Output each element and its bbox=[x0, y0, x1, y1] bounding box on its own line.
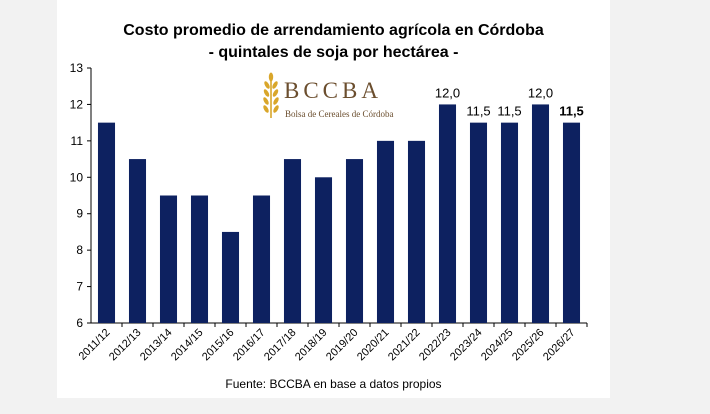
logo-wordmark: BCCBA bbox=[284, 78, 382, 103]
data-label: 11,5 bbox=[466, 104, 490, 119]
wheat-icon bbox=[263, 72, 279, 118]
x-tick-label: 2015/16 bbox=[200, 327, 237, 364]
y-tick-label: 8 bbox=[76, 243, 83, 257]
x-tick-label: 2013/14 bbox=[138, 327, 175, 364]
bar bbox=[469, 122, 488, 324]
y-tick-label: 12 bbox=[70, 97, 84, 111]
data-label: 12,0 bbox=[528, 85, 553, 100]
x-tick-label: 2019/20 bbox=[324, 327, 361, 364]
bar bbox=[283, 159, 302, 323]
bar bbox=[159, 195, 178, 323]
x-tick-label: 2018/19 bbox=[293, 327, 330, 364]
x-tick-label: 2011/12 bbox=[77, 327, 113, 363]
bar bbox=[562, 122, 581, 324]
bccba-logo: BCCBA Bolsa de Cereales de Córdoba bbox=[258, 70, 398, 122]
x-tick-label: 2022/23 bbox=[417, 327, 454, 364]
bar bbox=[128, 159, 147, 323]
y-tick-label: 7 bbox=[76, 280, 83, 294]
x-tick-label: 2026/27 bbox=[541, 327, 578, 364]
chart-subtitle: - quintales de soja por hectárea - bbox=[208, 44, 459, 61]
y-tick-label: 9 bbox=[76, 207, 83, 221]
y-tick-label: 10 bbox=[70, 170, 84, 184]
chart-title-block: Costo promedio de arrendamiento agrícola… bbox=[57, 20, 610, 64]
x-tick-label: 2012/13 bbox=[107, 327, 144, 364]
bar bbox=[407, 140, 426, 323]
bar bbox=[500, 122, 519, 324]
data-label: 11,5 bbox=[497, 104, 521, 119]
chart-title: Costo promedio de arrendamiento agrícola… bbox=[123, 22, 544, 39]
bar bbox=[190, 195, 209, 323]
bar bbox=[221, 231, 240, 323]
x-tick-label: 2014/15 bbox=[169, 327, 206, 364]
data-label: 12,0 bbox=[435, 85, 460, 100]
bar bbox=[97, 122, 116, 324]
x-tick-label: 2023/24 bbox=[448, 327, 485, 364]
bar bbox=[314, 177, 333, 323]
logo-subtitle: Bolsa de Cereales de Córdoba bbox=[285, 109, 394, 119]
data-label: 11,5 bbox=[559, 104, 584, 119]
y-tick-label: 6 bbox=[76, 316, 83, 330]
bar bbox=[438, 104, 457, 323]
x-tick-label: 2021/22 bbox=[386, 327, 423, 364]
bar bbox=[345, 159, 364, 323]
bar bbox=[376, 140, 395, 323]
y-tick-label: 13 bbox=[70, 61, 84, 75]
x-tick-label: 2016/17 bbox=[231, 327, 268, 364]
bar bbox=[531, 104, 550, 323]
x-tick-label: 2017/18 bbox=[262, 327, 299, 364]
x-tick-label: 2024/25 bbox=[479, 327, 516, 364]
y-tick-label: 11 bbox=[71, 134, 84, 148]
chart-source: Fuente: BCCBA en base a datos propios bbox=[225, 377, 442, 391]
bar bbox=[252, 195, 271, 323]
x-tick-label: 2020/21 bbox=[355, 327, 392, 364]
x-tick-label: 2025/26 bbox=[510, 327, 547, 364]
